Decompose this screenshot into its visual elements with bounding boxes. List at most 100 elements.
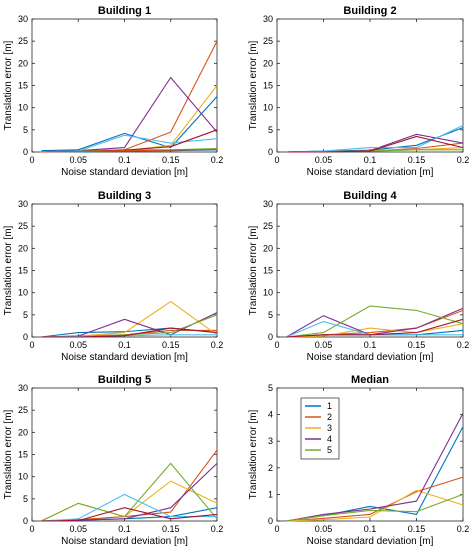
x-tick-label: 0.1 xyxy=(364,524,377,534)
x-tick-label: 0.15 xyxy=(408,155,426,165)
y-tick-label: 0 xyxy=(268,147,273,157)
series-line-7 xyxy=(286,135,464,153)
x-tick-label: 0 xyxy=(29,340,34,350)
series-line-1 xyxy=(41,96,218,152)
x-tick-label: 0.1 xyxy=(118,524,131,534)
x-tick-label: 0.15 xyxy=(162,340,180,350)
y-tick-label: 25 xyxy=(18,221,28,231)
y-tick-label: 5 xyxy=(268,310,273,320)
y-tick-label: 0 xyxy=(268,516,273,526)
chart-panel-5: 0 0.05 0.1 0.15 0.2 0 5 10 15 20 25 30 Building 5 Noi… xyxy=(3,374,223,547)
y-tick-label: 30 xyxy=(263,199,273,209)
x-tick-label: 0.2 xyxy=(211,524,224,534)
chart-panel-3: 0 0.05 0.1 0.15 0.2 0 5 10 15 20 25 30 Building 3 Noi… xyxy=(3,190,223,363)
legend-entry: 5 xyxy=(327,445,332,455)
y-tick-label: 4 xyxy=(268,410,273,420)
legend-entry: 1 xyxy=(327,401,332,411)
y-tick-label: 1 xyxy=(268,489,273,499)
x-tick-label: 0.2 xyxy=(457,340,470,350)
y-axis-label: Translation error [m] xyxy=(3,225,14,315)
series-line-3 xyxy=(286,323,464,338)
legend-entry: 3 xyxy=(327,423,332,433)
x-tick-label: 0 xyxy=(29,524,34,534)
plot-area xyxy=(31,203,218,338)
x-tick-label: 0 xyxy=(274,524,279,534)
x-axis-label: Noise standard deviation [m] xyxy=(61,536,188,547)
x-tick-label: 0.05 xyxy=(315,155,333,165)
series-line-7 xyxy=(41,327,218,338)
x-tick-label: 0.05 xyxy=(69,524,87,534)
series-line-6 xyxy=(41,493,217,522)
series-line-2 xyxy=(286,476,464,522)
series-line-7 xyxy=(286,318,464,338)
x-tick-label: 0 xyxy=(29,155,34,165)
x-tick-label: 0.05 xyxy=(315,340,333,350)
y-tick-label: 0 xyxy=(268,332,273,342)
x-tick-label: 0.2 xyxy=(211,155,224,165)
y-tick-label: 25 xyxy=(263,36,273,46)
chart-title: Building 3 xyxy=(98,190,151,202)
chart-title: Median xyxy=(351,374,389,386)
x-tick-label: 0 xyxy=(274,340,279,350)
y-tick-label: 10 xyxy=(263,288,273,298)
y-tick-label: 10 xyxy=(263,103,273,113)
x-tick-label: 0.2 xyxy=(211,340,224,350)
y-tick-label: 30 xyxy=(263,14,273,24)
y-tick-label: 15 xyxy=(18,450,28,460)
x-tick-label: 0.15 xyxy=(162,524,180,534)
y-tick-label: 20 xyxy=(18,427,28,437)
y-tick-label: 30 xyxy=(18,383,28,393)
series-line-5 xyxy=(286,493,464,522)
series-line-5 xyxy=(41,462,218,522)
chart-panel-1: 0 0.05 0.1 0.15 0.2 0 5 10 15 20 25 30 Building 1 Noi… xyxy=(3,5,223,178)
y-tick-label: 0 xyxy=(23,147,28,157)
y-tick-label: 30 xyxy=(18,14,28,24)
y-tick-label: 3 xyxy=(268,436,273,446)
y-tick-label: 15 xyxy=(263,266,273,276)
x-tick-label: 0.15 xyxy=(408,340,426,350)
y-tick-label: 0 xyxy=(23,332,28,342)
y-tick-label: 25 xyxy=(263,221,273,231)
y-tick-label: 25 xyxy=(18,405,28,415)
y-tick-label: 5 xyxy=(268,125,273,135)
y-axis-label: Translation error [m] xyxy=(3,40,14,130)
series-line-9 xyxy=(41,148,218,153)
y-axis-label: Translation error [m] xyxy=(248,225,259,315)
x-tick-label: 0.1 xyxy=(118,340,131,350)
series-line-4 xyxy=(286,413,464,522)
x-tick-label: 0.15 xyxy=(408,524,426,534)
y-tick-label: 10 xyxy=(18,103,28,113)
x-axis-label: Noise standard deviation [m] xyxy=(61,352,188,363)
series-line-3 xyxy=(286,489,464,522)
plot-area xyxy=(276,203,464,338)
y-tick-label: 20 xyxy=(263,243,273,253)
chart-title: Building 1 xyxy=(98,5,151,17)
x-tick-label: 0.05 xyxy=(315,524,333,534)
y-axis-label: Translation error [m] xyxy=(248,409,259,499)
y-tick-label: 5 xyxy=(268,383,273,393)
y-tick-label: 20 xyxy=(263,58,273,68)
chart-title: Building 4 xyxy=(343,190,397,202)
plot-area xyxy=(31,387,218,522)
y-tick-label: 10 xyxy=(18,472,28,482)
x-tick-label: 0 xyxy=(274,155,279,165)
y-tick-label: 0 xyxy=(23,516,28,526)
legend-entry: 4 xyxy=(327,434,332,444)
x-tick-label: 0.05 xyxy=(69,340,87,350)
y-tick-label: 15 xyxy=(263,81,273,91)
x-axis-label: Noise standard deviation [m] xyxy=(307,536,434,547)
y-tick-label: 5 xyxy=(23,494,28,504)
x-axis-label: Noise standard deviation [m] xyxy=(61,167,188,178)
chart-title: Building 2 xyxy=(343,5,396,17)
legend-entry: 2 xyxy=(327,412,332,422)
y-tick-label: 2 xyxy=(268,463,273,473)
x-tick-label: 0.2 xyxy=(457,155,470,165)
plot-area xyxy=(276,18,464,153)
x-tick-label: 0.1 xyxy=(364,340,377,350)
series-line-5 xyxy=(286,305,464,338)
y-tick-label: 30 xyxy=(18,199,28,209)
y-tick-label: 5 xyxy=(23,310,28,320)
x-axis-label: Noise standard deviation [m] xyxy=(307,352,434,363)
